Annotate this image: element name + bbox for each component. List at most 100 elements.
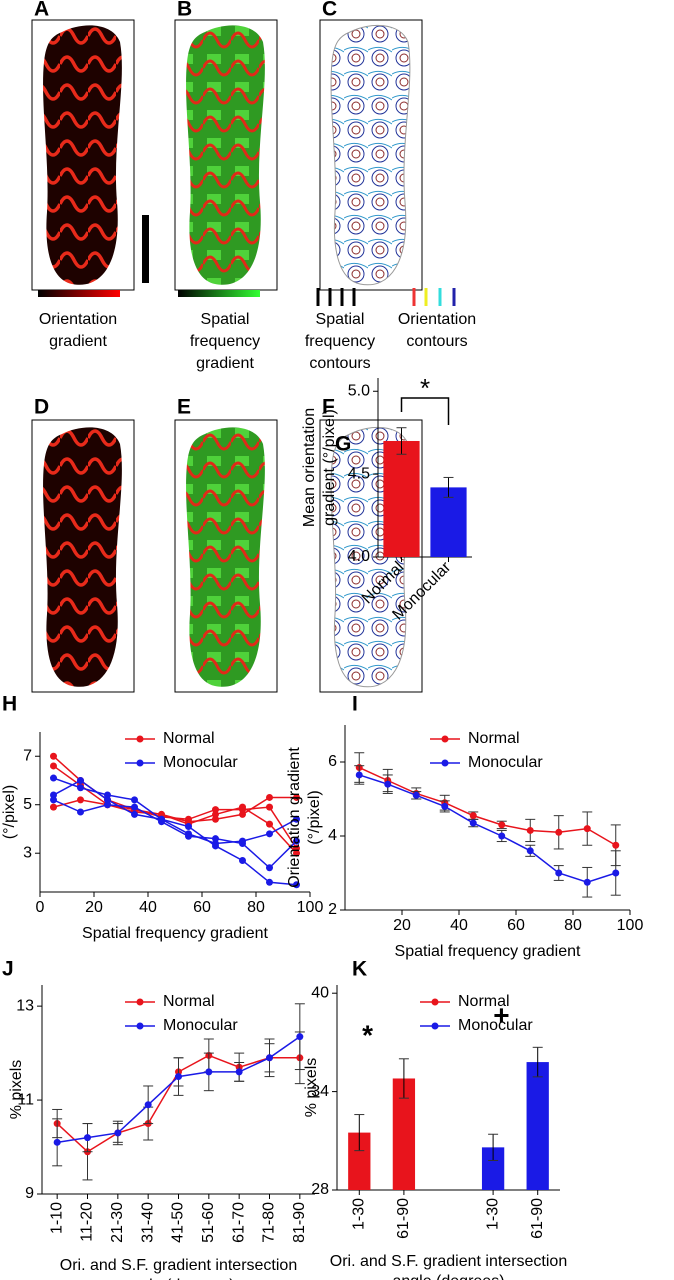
legend-caption: contours (309, 355, 370, 372)
x-tick-label: 0 (36, 899, 45, 916)
point (293, 849, 300, 857)
y-tick-label: 4 (328, 827, 337, 844)
legend-label: Monocular (163, 754, 238, 771)
y-axis-label: Mean orientation (301, 408, 318, 527)
legend-caption: frequency (305, 333, 375, 350)
point (555, 869, 563, 877)
legend-label: Monocular (468, 754, 543, 771)
series-line (359, 774, 616, 884)
point (412, 791, 420, 799)
point (104, 791, 111, 799)
panel-label: H (2, 693, 17, 716)
point (526, 826, 534, 834)
x-tick-label: 80 (564, 917, 582, 934)
point (50, 752, 57, 760)
legend-swatch (441, 735, 449, 743)
point (50, 762, 57, 770)
legend-swatch (136, 998, 144, 1006)
point (498, 832, 506, 840)
series-line (53, 796, 297, 823)
y-tick-label: 6 (328, 753, 337, 770)
x-tick-label: 31-40 (139, 1202, 156, 1243)
panel-label: F (322, 396, 335, 419)
y-tick-label: 40 (311, 984, 329, 1001)
legend-swatch (136, 1022, 144, 1030)
point (212, 810, 219, 818)
point (239, 856, 246, 864)
point (235, 1068, 243, 1076)
panel-label: A (34, 0, 49, 21)
x-tick-label: 1-10 (48, 1202, 65, 1234)
point (612, 869, 620, 877)
point (212, 835, 219, 843)
point (239, 803, 246, 811)
y-tick-label: 28 (311, 1181, 329, 1198)
orientation-map (43, 427, 122, 687)
panel-label: J (2, 958, 14, 981)
color-bar (178, 290, 260, 297)
x-tick-label: 41-50 (170, 1202, 187, 1243)
point (50, 791, 57, 799)
point (266, 820, 273, 828)
x-tick-label: 61-70 (230, 1202, 247, 1243)
legend-caption: Spatial (316, 311, 365, 328)
panel-frame (174, 419, 278, 693)
point (526, 847, 534, 855)
x-tick-label: 80 (247, 899, 265, 916)
annotation: * (420, 373, 430, 403)
point (185, 832, 192, 840)
point (158, 810, 165, 818)
scale-bar (142, 215, 149, 283)
point (77, 796, 84, 804)
point (555, 828, 563, 836)
panel-label: G (335, 433, 351, 456)
y-tick-label: 5 (23, 796, 32, 813)
y-axis-label: gradient (°/pixel) (321, 409, 338, 526)
legend-caption: gradient (196, 355, 254, 372)
panel-label: D (34, 396, 49, 419)
significance-bracket (400, 397, 450, 425)
point (131, 810, 138, 818)
panel-label: K (352, 958, 367, 981)
legend-swatch (136, 735, 144, 743)
x-tick-label: 81-90 (291, 1202, 308, 1243)
point (50, 774, 57, 782)
point (498, 821, 506, 829)
point (293, 844, 300, 852)
panel-label: C (322, 0, 337, 21)
y-tick-label: 9 (25, 1185, 34, 1202)
panel-label: B (177, 0, 192, 21)
point (77, 784, 84, 792)
point (185, 823, 192, 831)
annotation: * (362, 1019, 373, 1050)
point (266, 793, 273, 801)
bar (526, 1062, 549, 1190)
point (266, 803, 273, 811)
legend-label: Normal (458, 993, 510, 1010)
legend-swatch (441, 759, 449, 767)
sf-map (186, 427, 265, 687)
contour-key (316, 288, 456, 306)
y-tick-label: 4.5 (348, 465, 370, 482)
y-axis-label: (°/pixel) (1, 785, 18, 839)
bar (383, 440, 420, 557)
point (144, 1101, 152, 1109)
point (212, 842, 219, 850)
legend-caption: Orientation (398, 311, 476, 328)
bar (430, 487, 467, 557)
legend-label: Monocular (163, 1017, 238, 1034)
x-tick-label: 51-60 (200, 1202, 217, 1243)
x-tick-label: 100 (617, 917, 644, 934)
legend-caption: contours (406, 333, 467, 350)
legend-swatch (431, 998, 439, 1006)
series-line (53, 765, 298, 854)
point (50, 796, 57, 804)
legend-caption: frequency (190, 333, 260, 350)
point (469, 819, 477, 827)
point (239, 810, 246, 818)
x-tick-label: 11-20 (79, 1202, 96, 1242)
legend-caption: Spatial (201, 311, 250, 328)
x-tick-label: 60 (507, 917, 525, 934)
legend-label: Normal (163, 730, 215, 747)
